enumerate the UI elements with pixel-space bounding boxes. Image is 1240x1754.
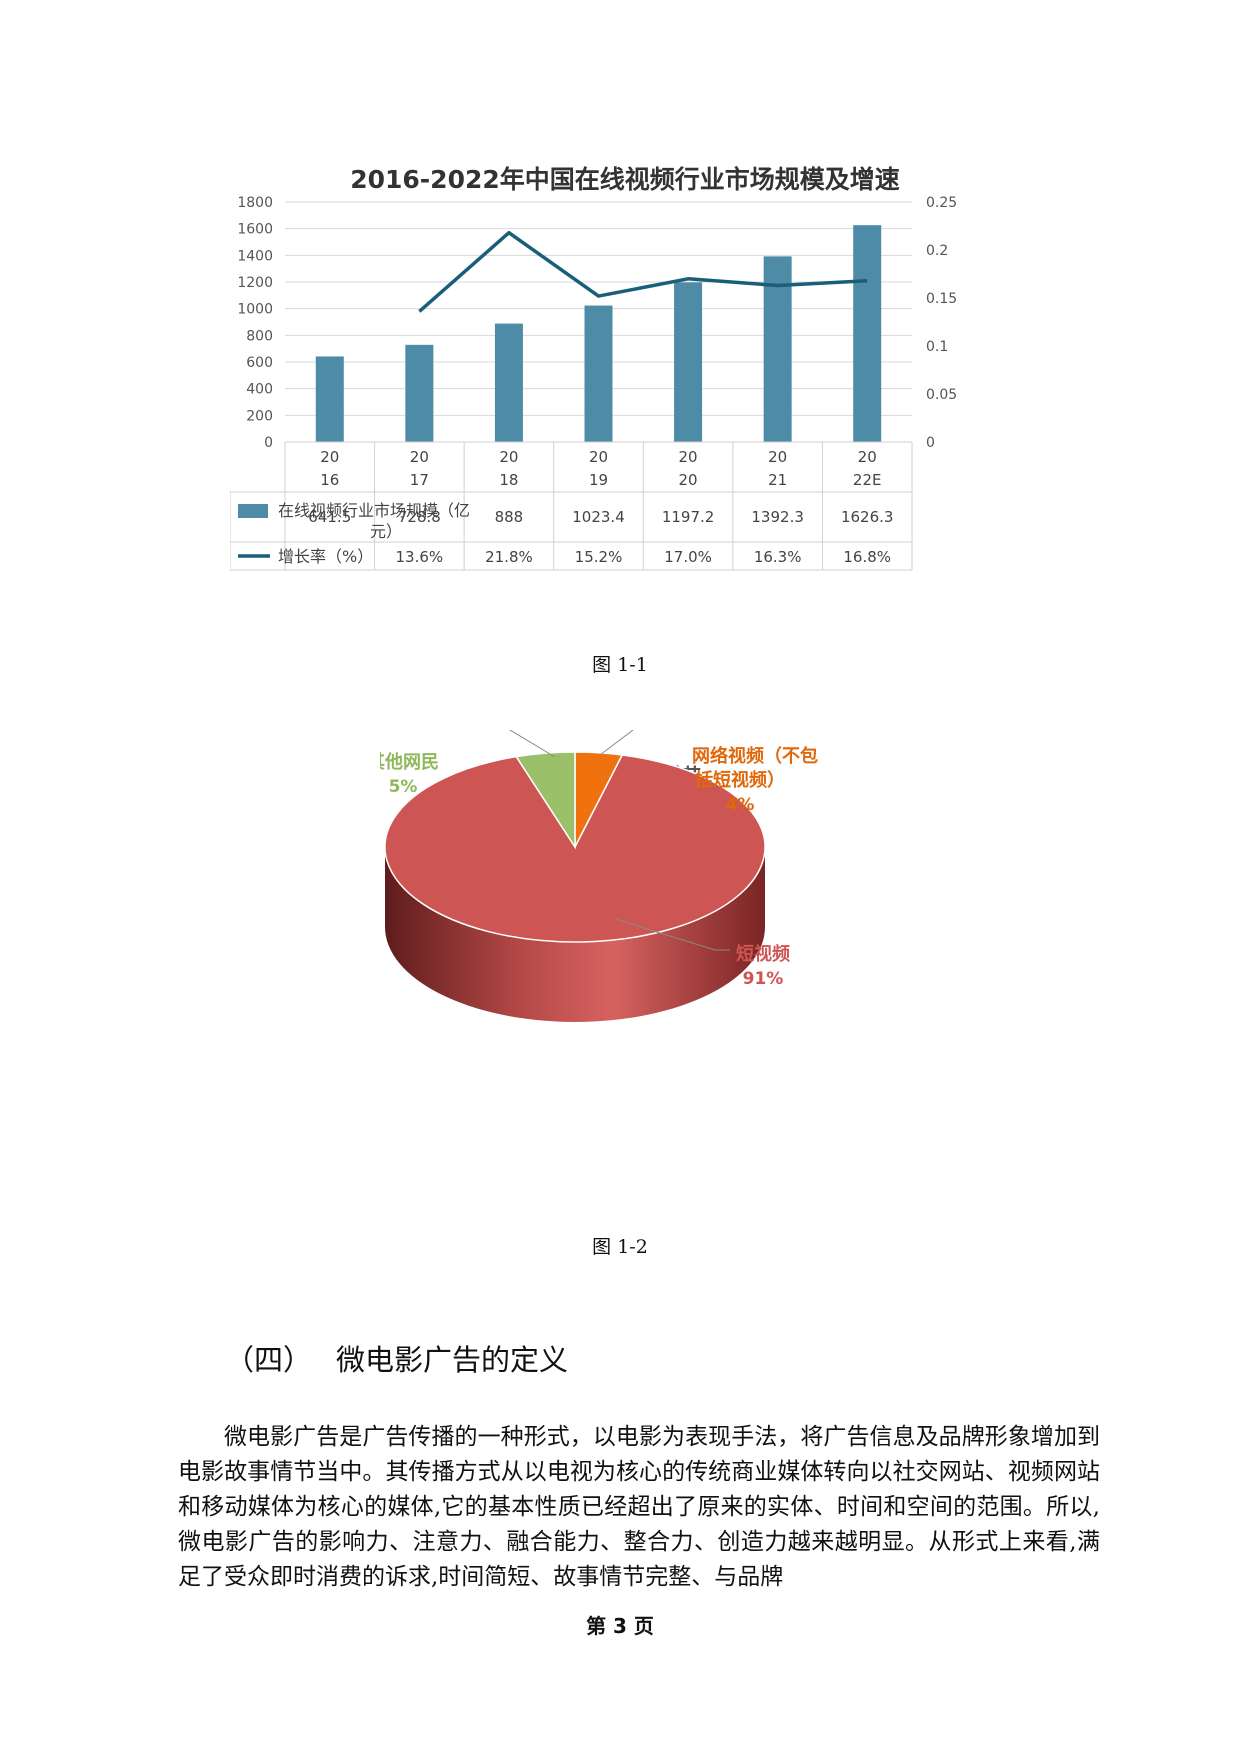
figure-caption-1: 图 1-1 bbox=[592, 654, 648, 676]
bar-value-label: 1626.3 bbox=[841, 508, 894, 526]
category-label: 20 bbox=[499, 448, 518, 466]
category-label: 20 bbox=[768, 448, 787, 466]
growth-rate-line bbox=[418, 230, 868, 313]
slice-name-label: 短视频 bbox=[736, 943, 790, 965]
bar-value-label: 728.8 bbox=[398, 508, 441, 526]
bar-value-label: 1197.2 bbox=[662, 508, 715, 526]
bar-value-label: 888 bbox=[495, 508, 524, 526]
pie-side-wall bbox=[385, 847, 765, 1022]
category-label: 21 bbox=[768, 471, 787, 489]
chart-title: 2016-2022年中国在线视频行业市场规模及增速 bbox=[350, 165, 900, 194]
leader-line bbox=[599, 730, 634, 756]
leader-line bbox=[614, 918, 730, 951]
growth-value-label: 16.8% bbox=[843, 548, 891, 566]
category-label: 20 bbox=[320, 448, 339, 466]
legend-bar-label: 在线视频行业市场规模（亿 bbox=[278, 501, 470, 520]
legend-bar-label: 元） bbox=[370, 522, 402, 541]
category-label: 19 bbox=[589, 471, 608, 489]
left-tick-label: 200 bbox=[246, 408, 273, 424]
market-size-chart: 2016-2022年中国在线视频行业市场规模及增速 02004006008001… bbox=[230, 150, 1020, 636]
left-tick-label: 800 bbox=[246, 328, 273, 344]
right-tick-label: 0.15 bbox=[926, 291, 957, 307]
slice-value-label: 91% bbox=[743, 969, 784, 989]
section-number: （四） bbox=[225, 1343, 313, 1377]
growth-value-label: 13.6% bbox=[396, 548, 444, 566]
section-title: 微电影广告的定义 bbox=[336, 1343, 569, 1377]
category-label: 20 bbox=[858, 448, 877, 466]
slice-value-label: 4% bbox=[726, 795, 755, 815]
legend-line-label: 增长率（%） bbox=[278, 547, 373, 566]
growth-value-label: 15.2% bbox=[575, 548, 623, 566]
bar bbox=[763, 256, 792, 442]
bar bbox=[584, 305, 613, 442]
slice-name-label: 网络视频（不包 bbox=[692, 745, 818, 767]
page-number: 第 3 页 bbox=[586, 1614, 654, 1638]
bar bbox=[405, 344, 434, 442]
category-label: 16 bbox=[320, 471, 339, 489]
bar-value-label: 641.5 bbox=[308, 508, 351, 526]
left-tick-label: 1200 bbox=[237, 275, 273, 291]
bar bbox=[853, 225, 882, 442]
category-label: 18 bbox=[499, 471, 518, 489]
right-tick-label: 0.1 bbox=[926, 339, 948, 355]
bar bbox=[315, 356, 344, 442]
growth-value-label: 21.8% bbox=[485, 548, 533, 566]
right-tick-label: 0.2 bbox=[926, 243, 948, 259]
category-label: 20 bbox=[410, 448, 429, 466]
category-label: 20 bbox=[679, 448, 698, 466]
bar bbox=[494, 323, 523, 442]
bar bbox=[674, 282, 703, 442]
growth-value-label: 17.0% bbox=[664, 548, 712, 566]
growth-value-label: 16.3% bbox=[754, 548, 802, 566]
right-tick-label: 0.25 bbox=[926, 195, 957, 211]
legend-bar-swatch bbox=[238, 504, 268, 518]
category-label: 20 bbox=[589, 448, 608, 466]
left-tick-label: 400 bbox=[246, 382, 273, 398]
left-tick-label: 1000 bbox=[237, 302, 273, 318]
left-tick-label: 1600 bbox=[237, 222, 273, 238]
section-heading: （四） 微电影广告的定义 bbox=[225, 1337, 592, 1379]
slice-name-label: 其他网民 bbox=[380, 751, 439, 773]
category-label: 20 bbox=[679, 471, 698, 489]
pie-slice bbox=[384, 754, 766, 943]
left-tick-label: 1800 bbox=[237, 195, 273, 211]
slice-name-label: 括短视频） bbox=[695, 769, 785, 791]
left-tick-label: 1400 bbox=[237, 248, 273, 264]
bar-value-label: 1023.4 bbox=[572, 508, 625, 526]
paragraph-text: 微电影广告是广告传播的一种形式，以电影为表现手法，将广告信息及品牌形象增加到电影… bbox=[178, 1424, 1100, 1590]
leader-line bbox=[509, 730, 556, 758]
right-tick-label: 0.05 bbox=[926, 387, 957, 403]
body-paragraph: 微电影广告是广告传播的一种形式，以电影为表现手法，将广告信息及品牌形象增加到电影… bbox=[178, 1420, 1100, 1595]
category-label: 17 bbox=[410, 471, 429, 489]
figure-caption-2: 图 1-2 bbox=[592, 1236, 648, 1258]
category-label: 22E bbox=[853, 471, 882, 489]
bar-value-label: 1392.3 bbox=[751, 508, 804, 526]
left-tick-label: 600 bbox=[246, 355, 273, 371]
left-tick-label: 0 bbox=[264, 435, 273, 451]
slice-value-label: 5% bbox=[389, 777, 418, 797]
pie-slice bbox=[515, 751, 576, 850]
right-tick-label: 0 bbox=[926, 435, 935, 451]
